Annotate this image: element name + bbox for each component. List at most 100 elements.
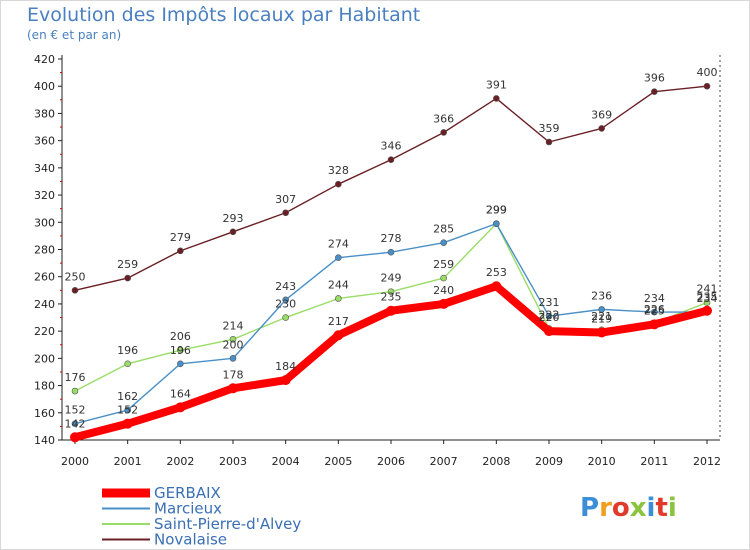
x-tick-label: 2002 bbox=[166, 455, 194, 468]
data-label: 328 bbox=[328, 164, 349, 177]
y-tick-label: 300 bbox=[34, 216, 55, 229]
data-point bbox=[491, 281, 502, 292]
legend-label: GERBAIX bbox=[154, 484, 221, 502]
data-point bbox=[228, 383, 238, 394]
y-tick-label: 160 bbox=[34, 407, 55, 420]
data-point bbox=[71, 387, 79, 395]
data-point bbox=[122, 418, 133, 429]
data-label: 164 bbox=[170, 387, 191, 400]
data-label: 234 bbox=[697, 292, 718, 305]
logo-letter: i bbox=[668, 493, 677, 523]
data-point bbox=[124, 406, 131, 414]
data-point bbox=[177, 346, 184, 354]
logo-letter: P bbox=[580, 493, 599, 523]
x-tick-label: 2012 bbox=[693, 455, 721, 468]
x-tick-label: 2000 bbox=[61, 455, 89, 468]
data-label: 299 bbox=[486, 204, 507, 217]
logo-letter: o bbox=[612, 493, 630, 523]
legend-label: Marcieux bbox=[154, 500, 222, 518]
data-label: 226 bbox=[644, 303, 665, 316]
data-label: 222 bbox=[539, 308, 560, 321]
data-label: 142 bbox=[65, 417, 86, 430]
data-label: 206 bbox=[170, 330, 191, 343]
data-point bbox=[177, 360, 184, 368]
y-tick-label: 280 bbox=[34, 244, 55, 257]
y-tick-label: 340 bbox=[34, 162, 55, 175]
data-label: 221 bbox=[591, 310, 612, 323]
chart-subtitle: (en € et par an) bbox=[27, 28, 121, 42]
data-label: 359 bbox=[539, 122, 560, 135]
y-tick-label: 260 bbox=[34, 271, 55, 284]
data-point bbox=[596, 327, 607, 338]
data-label: 240 bbox=[433, 284, 454, 297]
x-tick-label: 2001 bbox=[114, 455, 142, 468]
legend-label: Novalaise bbox=[154, 531, 227, 549]
data-label: 259 bbox=[433, 258, 454, 271]
legend-label: Saint-Pierre-d'Alvey bbox=[154, 515, 301, 533]
logo-letter: x bbox=[630, 493, 647, 523]
data-label: 230 bbox=[275, 298, 296, 311]
data-point bbox=[598, 125, 605, 132]
data-label: 279 bbox=[170, 231, 191, 244]
x-tick-label: 2009 bbox=[535, 455, 563, 468]
data-label: 220 bbox=[539, 311, 560, 324]
data-point bbox=[124, 360, 131, 368]
data-label: 253 bbox=[486, 266, 507, 279]
data-label: 299 bbox=[486, 204, 507, 217]
data-point bbox=[387, 248, 395, 256]
data-label: 184 bbox=[275, 360, 296, 373]
data-label: 400 bbox=[697, 66, 718, 79]
y-tick-label: 220 bbox=[34, 325, 55, 338]
data-point bbox=[175, 402, 186, 413]
data-label: 243 bbox=[275, 280, 296, 293]
data-label: 217 bbox=[328, 315, 349, 328]
x-tick-label: 2008 bbox=[482, 455, 510, 468]
data-point bbox=[649, 319, 660, 330]
data-point bbox=[493, 95, 500, 102]
y-tick-label: 380 bbox=[34, 107, 55, 120]
data-point bbox=[282, 209, 289, 217]
data-label: 274 bbox=[328, 238, 349, 251]
data-label: 366 bbox=[433, 112, 454, 125]
data-label: 250 bbox=[65, 270, 86, 283]
data-label: 152 bbox=[117, 404, 138, 417]
data-label: 391 bbox=[486, 78, 507, 91]
data-label: 285 bbox=[433, 223, 454, 236]
data-point bbox=[71, 287, 79, 294]
series-layer bbox=[70, 82, 712, 443]
data-label: 244 bbox=[328, 278, 349, 291]
data-label: 234 bbox=[644, 292, 665, 305]
y-tick-label: 320 bbox=[34, 189, 55, 202]
data-point bbox=[386, 305, 396, 316]
data-label: 178 bbox=[223, 368, 244, 381]
x-tick-label: 2006 bbox=[377, 455, 405, 468]
data-label: 196 bbox=[170, 344, 191, 357]
data-point bbox=[229, 228, 237, 236]
data-point bbox=[335, 254, 342, 261]
chart-title: Evolution des Impôts locaux par Habitant bbox=[27, 4, 420, 26]
data-point bbox=[282, 314, 289, 321]
logo-letter: i bbox=[647, 493, 656, 523]
data-point bbox=[282, 296, 289, 304]
y-tick-label: 400 bbox=[34, 80, 55, 93]
data-label: 307 bbox=[275, 193, 296, 206]
logo-text: Proxiti bbox=[580, 493, 677, 523]
data-point bbox=[387, 288, 395, 295]
data-point bbox=[493, 220, 500, 227]
data-point bbox=[440, 274, 447, 282]
data-point bbox=[545, 312, 553, 320]
data-point bbox=[544, 326, 554, 337]
data-point bbox=[177, 247, 184, 255]
data-label: 235 bbox=[697, 291, 718, 304]
data-label: 293 bbox=[223, 212, 244, 225]
y-tick-label: 420 bbox=[34, 53, 55, 66]
data-label: 259 bbox=[117, 258, 138, 271]
data-label: 162 bbox=[117, 390, 138, 403]
data-label: 346 bbox=[381, 140, 402, 153]
y-tick-label: 140 bbox=[34, 434, 55, 447]
data-label: 249 bbox=[381, 272, 402, 285]
x-tick-label: 2004 bbox=[272, 455, 300, 468]
